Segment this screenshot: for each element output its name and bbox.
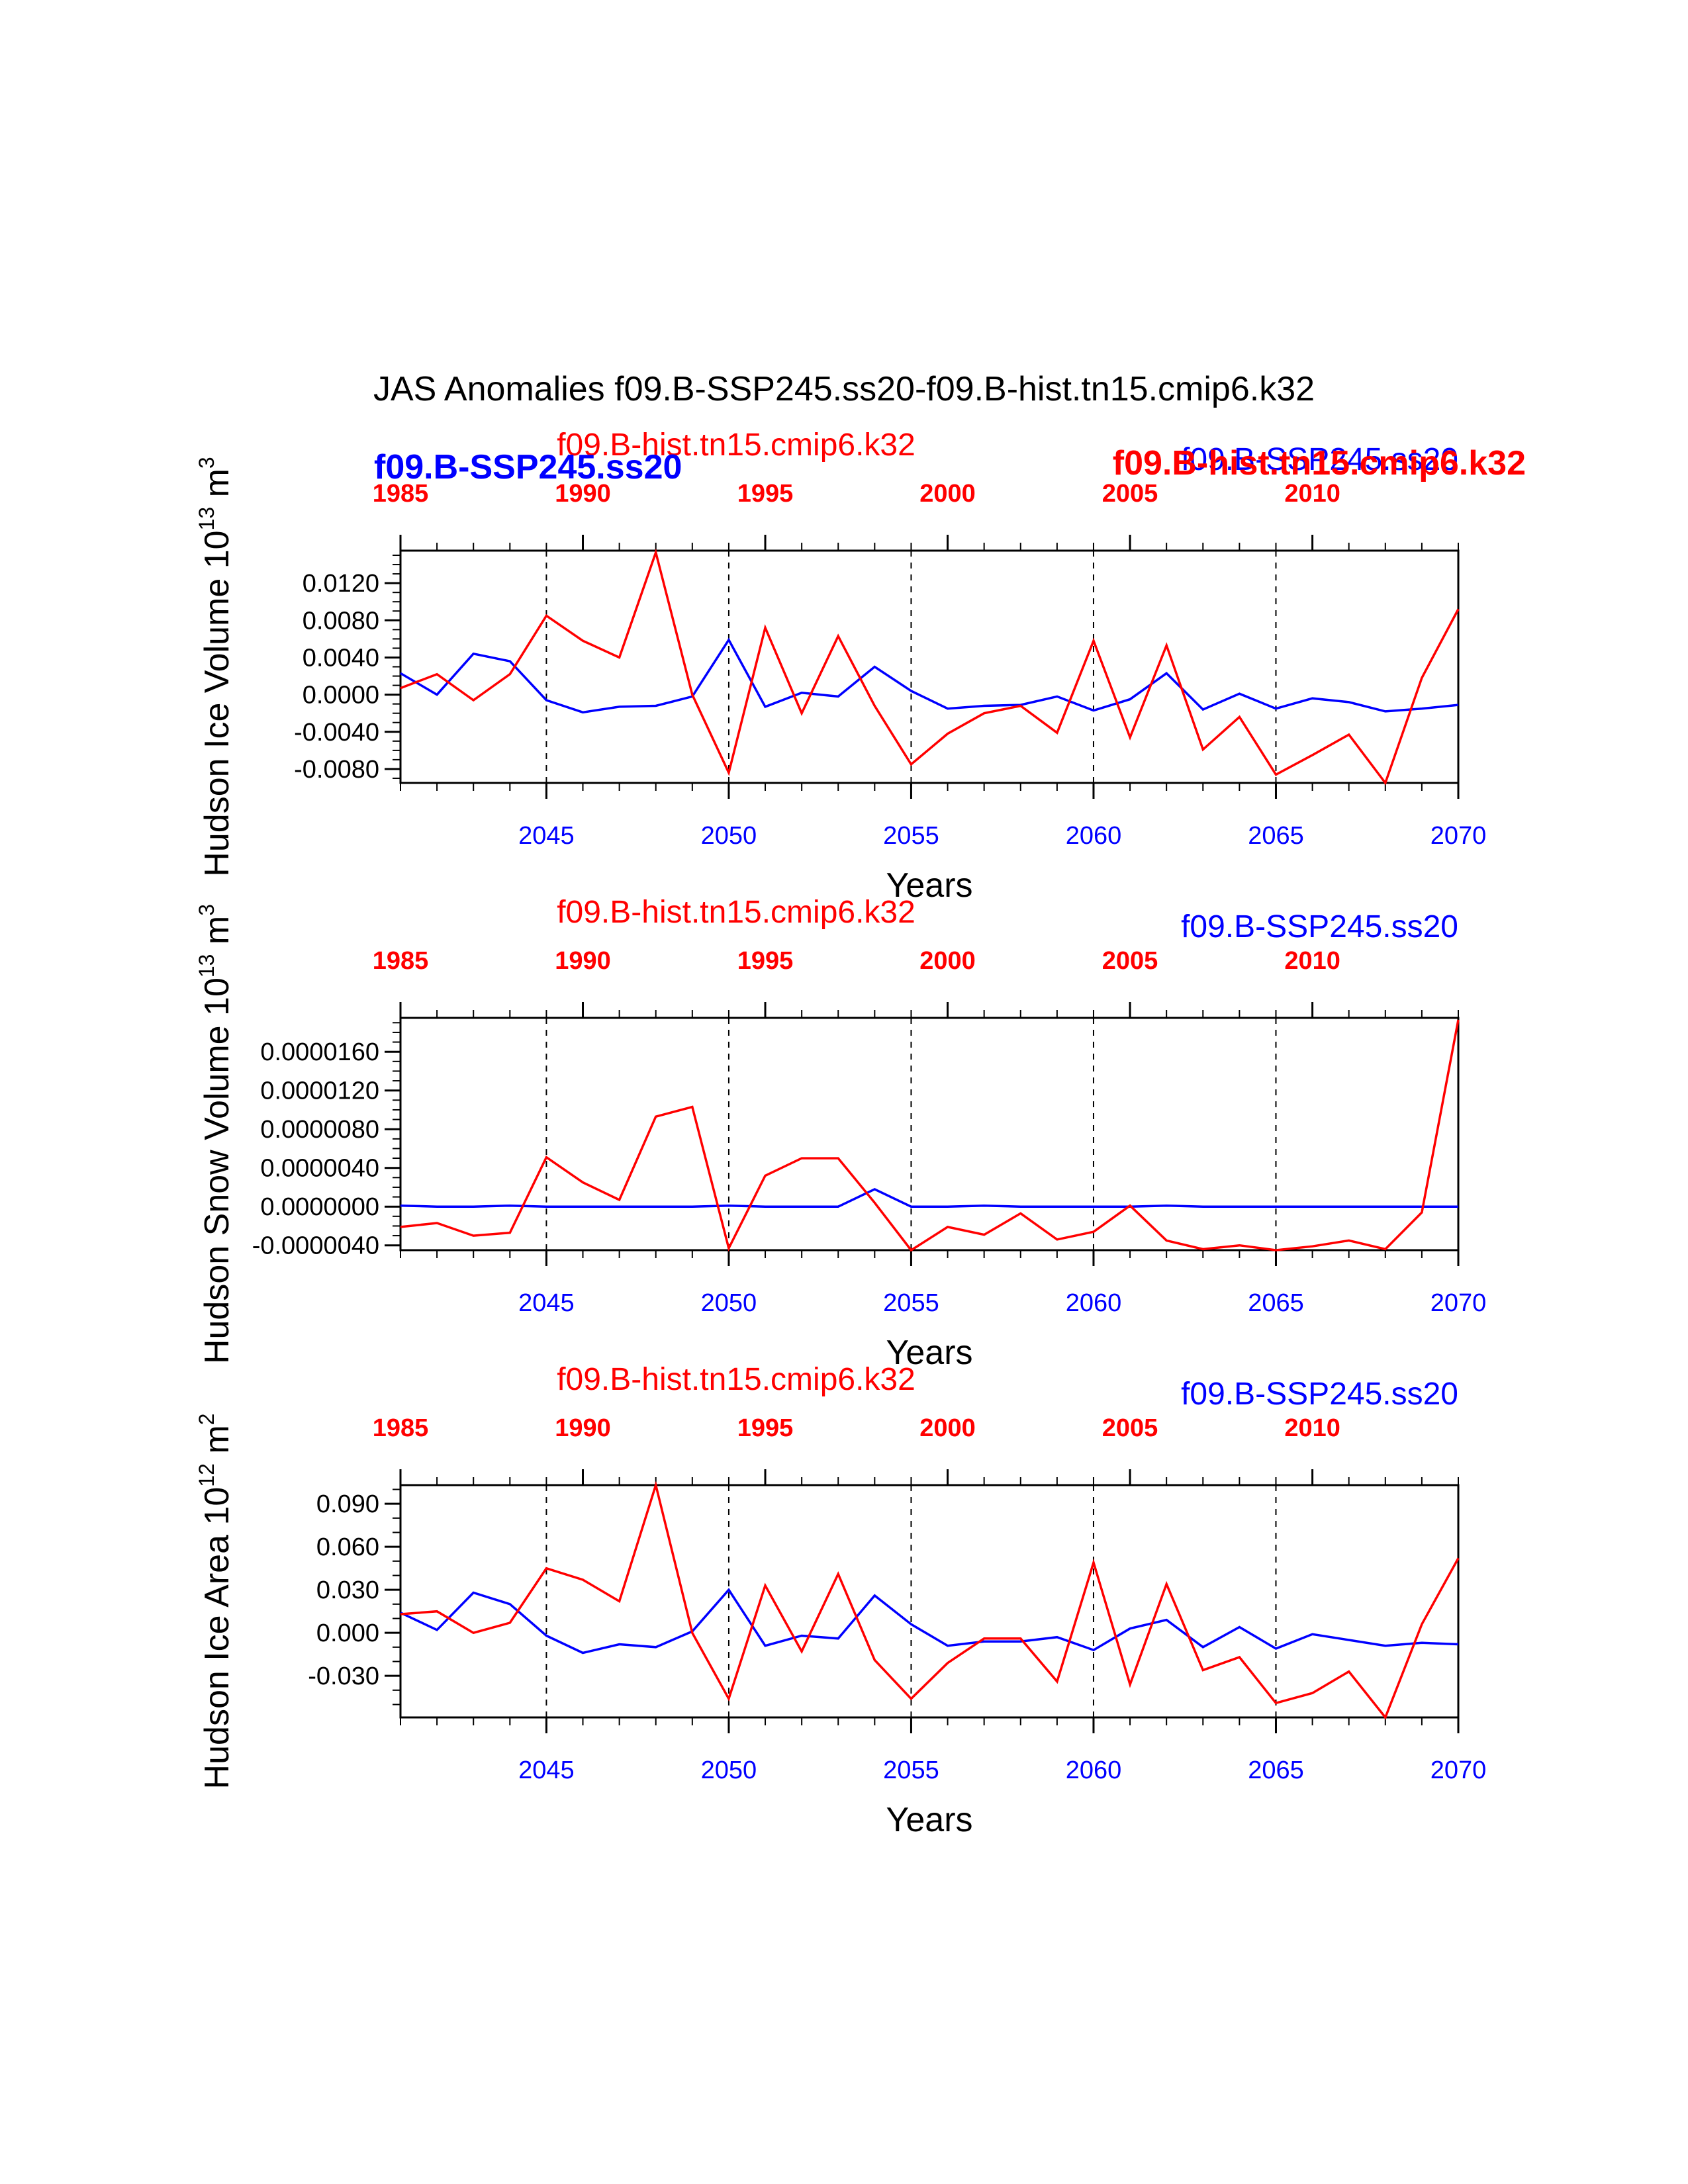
x-bottom-tick-label: 2055 bbox=[883, 1289, 939, 1317]
y-tick-label: -0.0080 bbox=[294, 756, 379, 784]
overlap-label-ssp-bold: f09.B-SSP245.ss20 bbox=[374, 448, 682, 486]
x-top-tick-label: 2010 bbox=[1284, 480, 1340, 508]
series-line-ssp bbox=[400, 1588, 1459, 1655]
x-bottom-tick-label: 2070 bbox=[1430, 1756, 1487, 1784]
hist-series-label: f09.B-hist.tn15.cmip6.k32 bbox=[557, 428, 915, 463]
y-tick-label: 0.0000080 bbox=[260, 1116, 379, 1144]
ssp-series-label: f09.B-SSP245.ss20 bbox=[1181, 442, 1458, 477]
x-top-tick-label: 2005 bbox=[1102, 480, 1158, 508]
x-top-tick-label: 1995 bbox=[737, 947, 794, 975]
y-tick-label: 0.0040 bbox=[303, 644, 379, 672]
x-bottom-tick-label: 2055 bbox=[883, 822, 939, 850]
chart-panel-3: -0.030 0.000 0.030 0.060 0.090 2045 2050 2055 20… bbox=[195, 1362, 1486, 1839]
x-top-tick-label: 2010 bbox=[1284, 1414, 1340, 1442]
x-top-tick-label: 2010 bbox=[1284, 947, 1340, 975]
y-tick-label: -0.0000040 bbox=[252, 1232, 379, 1260]
x-bottom-tick-label: 2060 bbox=[1066, 1756, 1122, 1784]
y-tick-label: 0.0000 bbox=[303, 682, 379, 709]
plot-frame bbox=[399, 1484, 1460, 1719]
x-top-tick-label: 1990 bbox=[555, 1414, 611, 1442]
hist-series-label: f09.B-hist.tn15.cmip6.k32 bbox=[557, 895, 915, 930]
x-top-tick-label: 1985 bbox=[373, 480, 429, 508]
y-tick-label: 0.0000160 bbox=[260, 1038, 379, 1066]
x-top-tick-label: 1990 bbox=[555, 947, 611, 975]
y-tick-label: 0.0000000 bbox=[260, 1193, 379, 1221]
x-top-tick-label: 2000 bbox=[919, 480, 976, 508]
x-top-tick-label: 1990 bbox=[555, 480, 611, 508]
y-tick-label: 0.0000040 bbox=[260, 1155, 379, 1183]
y-tick-label: -0.030 bbox=[308, 1662, 379, 1690]
series-line-hist bbox=[400, 1019, 1460, 1252]
chart-panel-1: -0.0080 -0.0040 0.0000 0.0040 0.0080 0.0120 20… bbox=[195, 428, 1486, 905]
x-bottom-tick-label: 2050 bbox=[701, 1756, 757, 1784]
overlap-label-hist-bold: f09.B-hist.tn15.cmip6.k32 bbox=[1113, 444, 1526, 482]
y-tick-label: 0.0120 bbox=[303, 570, 379, 598]
x-top-tick-label: 2000 bbox=[919, 947, 976, 975]
x-bottom-tick-label: 2065 bbox=[1248, 1289, 1304, 1317]
x-bottom-tick-label: 2045 bbox=[518, 1756, 575, 1784]
x-bottom-tick-label: 2065 bbox=[1248, 1756, 1304, 1784]
ssp-series-label: f09.B-SSP245.ss20 bbox=[1181, 909, 1458, 944]
y-axis-title: Hudson Ice Area 1012 m2 bbox=[195, 1414, 236, 1790]
y-axis-title: Hudson Ice Volume 1013 m3 bbox=[195, 457, 236, 876]
y-tick-label: 0.090 bbox=[316, 1490, 379, 1518]
x-axis-title: Years bbox=[886, 866, 972, 905]
y-tick-label: 0.030 bbox=[316, 1576, 379, 1604]
x-bottom-tick-label: 2060 bbox=[1066, 822, 1122, 850]
x-top-tick-label: 2000 bbox=[919, 1414, 976, 1442]
x-bottom-tick-label: 2065 bbox=[1248, 822, 1304, 850]
x-bottom-tick-label: 2045 bbox=[518, 822, 575, 850]
plot-frame bbox=[399, 1017, 1460, 1251]
x-top-tick-label: 1995 bbox=[737, 480, 794, 508]
ssp-series-label: f09.B-SSP245.ss20 bbox=[1181, 1377, 1458, 1412]
y-tick-label: 0.000 bbox=[316, 1619, 379, 1647]
chart-panel-2: -0.0000040 0.0000000 0.0000040 0.0000080 0.0… bbox=[195, 895, 1486, 1372]
series-line-ssp bbox=[400, 1187, 1458, 1208]
x-bottom-tick-label: 2050 bbox=[701, 1289, 757, 1317]
x-top-tick-label: 2005 bbox=[1102, 1414, 1158, 1442]
main-title: JAS Anomalies f09.B-SSP245.ss20-f09.B-hi… bbox=[373, 370, 1315, 408]
x-bottom-tick-label: 2045 bbox=[518, 1289, 575, 1317]
y-tick-label: 0.0080 bbox=[303, 607, 379, 635]
x-top-tick-label: 1985 bbox=[373, 947, 429, 975]
y-tick-label: 0.0000120 bbox=[260, 1077, 379, 1105]
x-top-tick-label: 1995 bbox=[737, 1414, 794, 1442]
x-bottom-tick-label: 2070 bbox=[1430, 1289, 1487, 1317]
series-line-hist bbox=[400, 548, 1460, 786]
hist-series-label: f09.B-hist.tn15.cmip6.k32 bbox=[557, 1362, 915, 1397]
x-axis-title: Years bbox=[886, 1334, 972, 1372]
series-line-ssp bbox=[400, 637, 1459, 714]
x-axis-title: Years bbox=[886, 1801, 972, 1839]
x-bottom-tick-label: 2055 bbox=[883, 1756, 939, 1784]
x-bottom-tick-label: 2050 bbox=[701, 822, 757, 850]
y-axis-title: Hudson Snow Volume 1013 m3 bbox=[195, 904, 236, 1364]
y-tick-label: 0.060 bbox=[316, 1533, 379, 1561]
y-tick-label: -0.0040 bbox=[294, 719, 379, 747]
x-top-tick-label: 2005 bbox=[1102, 947, 1158, 975]
series-line-hist bbox=[400, 1480, 1460, 1720]
x-bottom-tick-label: 2070 bbox=[1430, 822, 1487, 850]
x-bottom-tick-label: 2060 bbox=[1066, 1289, 1122, 1317]
x-top-tick-label: 1985 bbox=[373, 1414, 429, 1442]
